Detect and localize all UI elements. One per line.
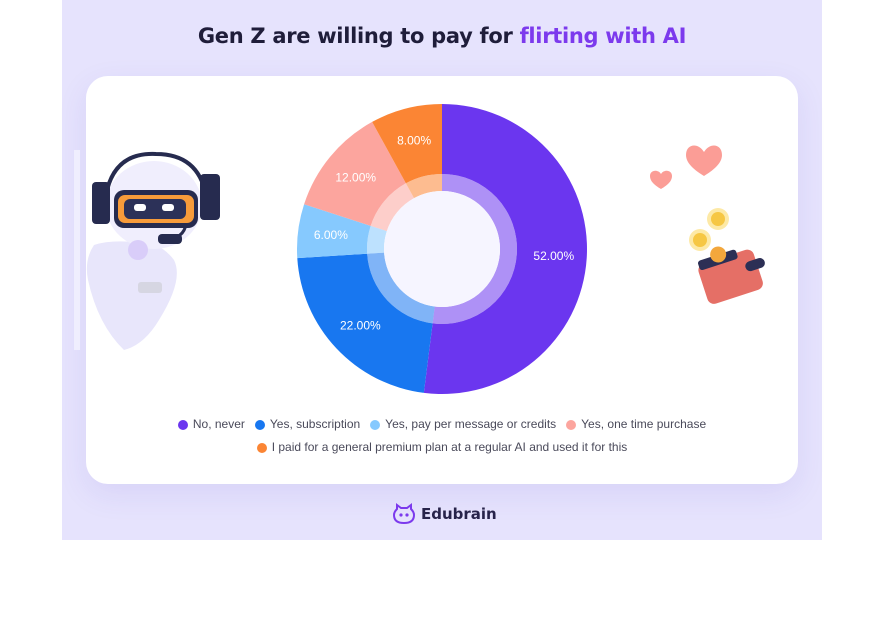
slice-label: 8.00%	[397, 134, 431, 148]
legend-item: Yes, subscription	[254, 413, 361, 436]
pie-slice-inner	[432, 174, 517, 325]
slice-label: 22.00%	[340, 319, 381, 333]
donut-chart: 52.00% 22.00% 6.00% 12.00% 8.00%	[297, 104, 587, 394]
slice-labels-group: 52.00% 22.00% 6.00% 12.00% 8.00%	[314, 134, 575, 333]
legend-swatch	[177, 419, 188, 430]
slices-group	[297, 104, 587, 394]
pie-slice	[372, 104, 442, 184]
legend-row: No, never Yes, subscription Yes, pay per m…	[86, 413, 798, 436]
pie-slice	[304, 121, 406, 226]
slice-label: 52.00%	[533, 249, 574, 263]
legend-item: Yes, pay per message or credits	[370, 413, 556, 436]
edubrain-logo-icon	[393, 503, 415, 525]
chart-legend: No, never Yes, subscription Yes, pay per m…	[86, 413, 798, 459]
legend-item: I paid for a general premium plan at a r…	[256, 436, 628, 459]
inner-ring-group	[367, 174, 517, 325]
pie-slice-inner	[370, 183, 415, 232]
pie-slice	[423, 104, 587, 394]
legend-item: No, never	[177, 413, 245, 436]
heart-icon	[686, 145, 722, 176]
slice-label: 6.00%	[314, 228, 348, 242]
pie-slice-inner	[367, 225, 387, 254]
title-highlight: flirting with AI	[519, 24, 687, 48]
legend-swatch	[370, 419, 381, 430]
pie-slice	[297, 204, 371, 259]
legend-label: No, never	[192, 417, 245, 431]
legend-label: I paid for a general premium plan at a r…	[271, 440, 628, 454]
donut-center	[384, 191, 500, 307]
legend-label: Yes, pay per message or credits	[385, 417, 557, 431]
decoration-hearts-wallet	[650, 145, 765, 304]
robot-headset-icon	[74, 150, 220, 350]
pie-slice-inner	[367, 252, 435, 324]
chart-title: Gen Z are willing to pay for flirting wi…	[62, 24, 822, 48]
legend-swatch	[254, 419, 265, 430]
chart-card: 52.00% 22.00% 6.00% 12.00% 8.00% No, never Ye…	[86, 76, 798, 484]
slice-label: 12.00%	[335, 171, 376, 185]
heart-icon	[650, 170, 672, 189]
legend-label: Yes, subscription	[269, 417, 361, 431]
pie-slice	[297, 253, 433, 393]
legend-item: Yes, one time purchase	[566, 413, 706, 436]
legend-swatch	[566, 419, 577, 430]
brand-name: Edubrain	[421, 505, 497, 523]
wallet-icon	[698, 246, 765, 304]
title-prefix: Gen Z are willing to pay for	[197, 24, 520, 48]
brand-footer: Edubrain	[393, 503, 497, 525]
legend-swatch	[256, 442, 267, 453]
pie-slice-inner	[405, 174, 442, 199]
legend-row: I paid for a general premium plan at a r…	[86, 436, 798, 459]
legend-label: Yes, one time purchase	[581, 417, 707, 431]
